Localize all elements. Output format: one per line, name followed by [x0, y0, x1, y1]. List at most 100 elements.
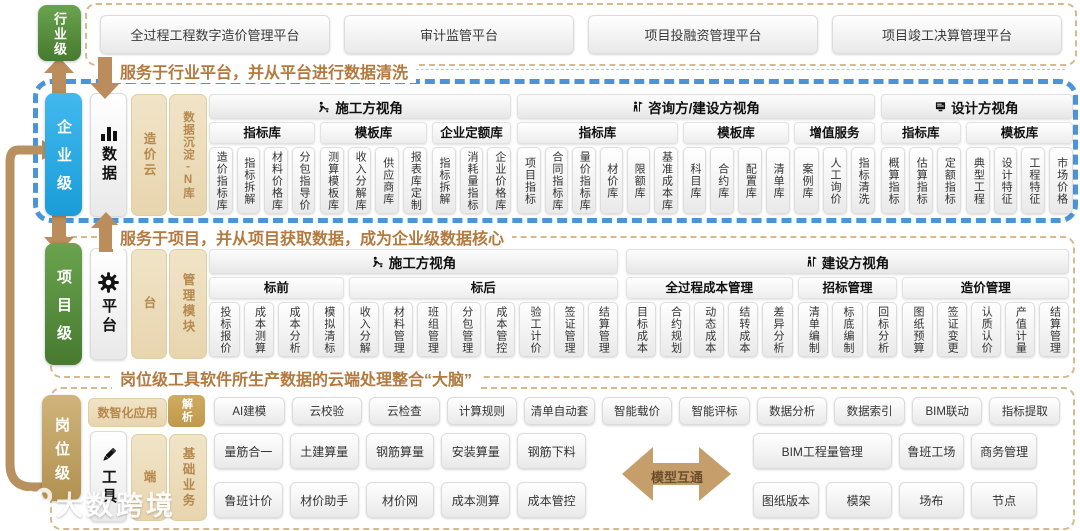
parse-box: 解析	[168, 395, 205, 427]
subgroup: 全过程成本管理 目标成本 合约规划 动态成本 结转成本 差异分析	[625, 277, 793, 357]
app-item: 智能评标	[679, 397, 750, 425]
platform-box: 项目竣工决算管理平台	[832, 15, 1062, 54]
subgroup-header: 模板库	[682, 122, 790, 144]
flag-icon	[632, 101, 644, 112]
watermark-logo-icon	[10, 487, 52, 521]
library-item-text: 分包指导价	[298, 150, 311, 211]
platform-box: 审计监管平台	[344, 15, 574, 54]
module-item: 标底编制	[832, 302, 863, 357]
library-item: 造价指标库	[209, 147, 233, 214]
library-item: 清单库	[765, 147, 790, 214]
module-item: 成本管控	[485, 302, 516, 357]
perspective-header: 施工方视角	[209, 94, 512, 119]
library-item: 收入分解库	[347, 147, 372, 214]
tool-item: 材价助手	[289, 482, 359, 518]
module-item-text: 成本测算	[253, 305, 266, 354]
subgroup: 标后 收入分解 材料管理 班组管理 分包管理 成本管控 验工计价 签证管理 结算管理	[348, 277, 618, 357]
library-item: 定额指标	[936, 147, 961, 214]
library-item-text: 指标拆解	[438, 156, 451, 205]
subgroup: 标前 投标报价 成本测算 成本分析 模拟清标	[209, 277, 344, 357]
perspective-header: 施工方视角	[209, 249, 618, 274]
smart-apps-row: AI建模 云校验 云检查 计算规则 清单自动套 智能载价 智能评标 数据分析 数据索引 BIM联动…	[214, 397, 1061, 425]
item-row: 科目库 合约库 配置库 清单库	[682, 147, 790, 214]
library-item: 量价指标库	[572, 147, 596, 214]
app-item: 指标提取	[989, 397, 1061, 425]
module-item: 认质认价	[970, 302, 1001, 357]
perspective-group: 建设方视角 全过程成本管理 目标成本 合约规划 动态成本 结转成本 差异分析 招标管理 清单编制…	[625, 249, 1070, 357]
library-item-text: 测算模板库	[326, 150, 339, 211]
module-item: 投标报价	[209, 302, 240, 357]
tools-right-grid: BIM工程量管理 鲁班工场 商务管理 图纸版本 模架 场布 节点	[753, 433, 1037, 518]
library-item: 指标清洗	[850, 147, 875, 214]
tool-item: BIM工程量管理	[753, 433, 892, 469]
perspective-header: 设计方视角	[880, 94, 1074, 119]
item-row: 典型工程 设计特征 工程特征 市场价格	[965, 147, 1073, 214]
library-item-text: 工程特征	[1027, 156, 1040, 205]
watermark-text: 大数跨境	[56, 491, 176, 521]
perspective-group: 施工方视角 标前 投标报价 成本测算 成本分析 模拟清标 标后 收入分解 材料管理 班组管理 分包管…	[209, 249, 618, 357]
tools-left-grid: 量筋合一 土建算量 钢筋算量 安装算量 钢筋下料 鲁班计价 材价助手 材价网 成本测算 成本管控	[214, 433, 586, 518]
library-item-text: 典型工程	[972, 156, 985, 205]
subgroup-header: 指标库	[880, 122, 961, 144]
position-level-text: 岗位级	[53, 416, 70, 489]
gear-icon	[98, 272, 119, 293]
library-item-text: 项目指标	[523, 156, 536, 205]
subgroup-header: 造价管理	[902, 277, 1070, 299]
subgroup-header: 企业定额库	[431, 122, 512, 144]
tool-item: 鲁班计价	[214, 482, 283, 518]
client-tier-column: 端	[131, 434, 167, 521]
module-item: 动态成本	[694, 302, 725, 357]
industry-section-frame: 全过程工程数字造价管理平台 审计监管平台 项目投融资管理平台 项目竣工决算管理平…	[85, 3, 1077, 66]
library-item: 估算指标	[908, 147, 933, 214]
library-item: 合同指标库	[544, 147, 569, 214]
tool-item: 成本管控	[517, 482, 586, 518]
module-item-text: 成本分析	[288, 305, 301, 354]
library-item: 材价库	[599, 147, 623, 214]
library-item-text: 市场价格	[1055, 156, 1068, 205]
tool-item: 土建算量	[289, 433, 359, 469]
data-sediment-text: 数据沉淀-N库	[182, 110, 194, 200]
subgroup: 增值服务 案例库 人工询价 指标清洗	[794, 122, 875, 214]
tool-item: 场布	[898, 482, 965, 518]
client-tier-text: 端	[141, 469, 156, 486]
subgroup: 指标库 造价指标库 指标拆解 材料价格库 分包指导价	[209, 122, 316, 214]
tool-item: 成本测算	[441, 482, 511, 518]
library-item-text: 定额指标	[943, 156, 956, 205]
management-module-column: 管理模块	[169, 249, 207, 359]
smart-app-header: 数智化应用	[88, 398, 167, 427]
library-item-text: 供应商库	[381, 156, 394, 205]
subgroup-header: 全过程成本管理	[625, 277, 793, 299]
library-item: 设计特征	[993, 147, 1018, 214]
pencil-icon	[100, 446, 118, 464]
module-item: 签证变更	[936, 302, 967, 357]
library-item-text: 量价指标库	[578, 150, 591, 211]
library-item-text: 材价库	[605, 162, 618, 199]
module-item-text: 收入分解	[358, 305, 371, 354]
project-core-platform-box: 平台	[90, 248, 127, 360]
project-content: 施工方视角 标前 投标报价 成本测算 成本分析 模拟清标 标后 收入分解 材料管理 班组管理 分包管…	[209, 249, 1070, 357]
module-item-text: 结算管理	[597, 305, 610, 354]
app-item: 清单自动套	[524, 397, 595, 425]
subgroup-header: 标前	[209, 277, 344, 299]
platform-box: 项目投融资管理平台	[588, 15, 818, 54]
app-item: 计算规则	[446, 397, 518, 425]
industry-dash-connector	[115, 69, 1065, 70]
app-item: 数据索引	[834, 397, 905, 425]
app-item: AI建模	[214, 397, 285, 425]
module-item: 合约规划	[660, 302, 691, 357]
library-item-text: 指标拆解	[242, 156, 255, 205]
module-item-text: 结转成本	[737, 305, 750, 354]
library-item: 分包指导价	[291, 147, 316, 214]
module-item: 回标分析	[866, 302, 898, 357]
subgroup: 指标库 项目指标 合同指标库 量价指标库 材价库 限额库 基准成本库	[517, 122, 678, 214]
platform-tier-text: 台	[141, 296, 156, 312]
industry-level-label: 行业级	[38, 5, 81, 61]
library-item-text: 人工询价	[829, 156, 842, 205]
library-item-text: 企业价格库	[493, 150, 506, 211]
perspective-header: 咨询方/建设方视角	[517, 94, 875, 119]
module-item: 差异分析	[762, 302, 793, 357]
subgroup: 模板库 测算模板库 收入分解库 供应商库 报表库定制	[320, 122, 427, 214]
perspective-group: 施工方视角 指标库 造价指标库 指标拆解 材料价格库 分包指导价 模板库 测算模板库 收入分解库…	[209, 94, 512, 214]
library-item-text: 材料价格库	[270, 150, 283, 211]
library-item-text: 收入分解库	[354, 150, 367, 211]
